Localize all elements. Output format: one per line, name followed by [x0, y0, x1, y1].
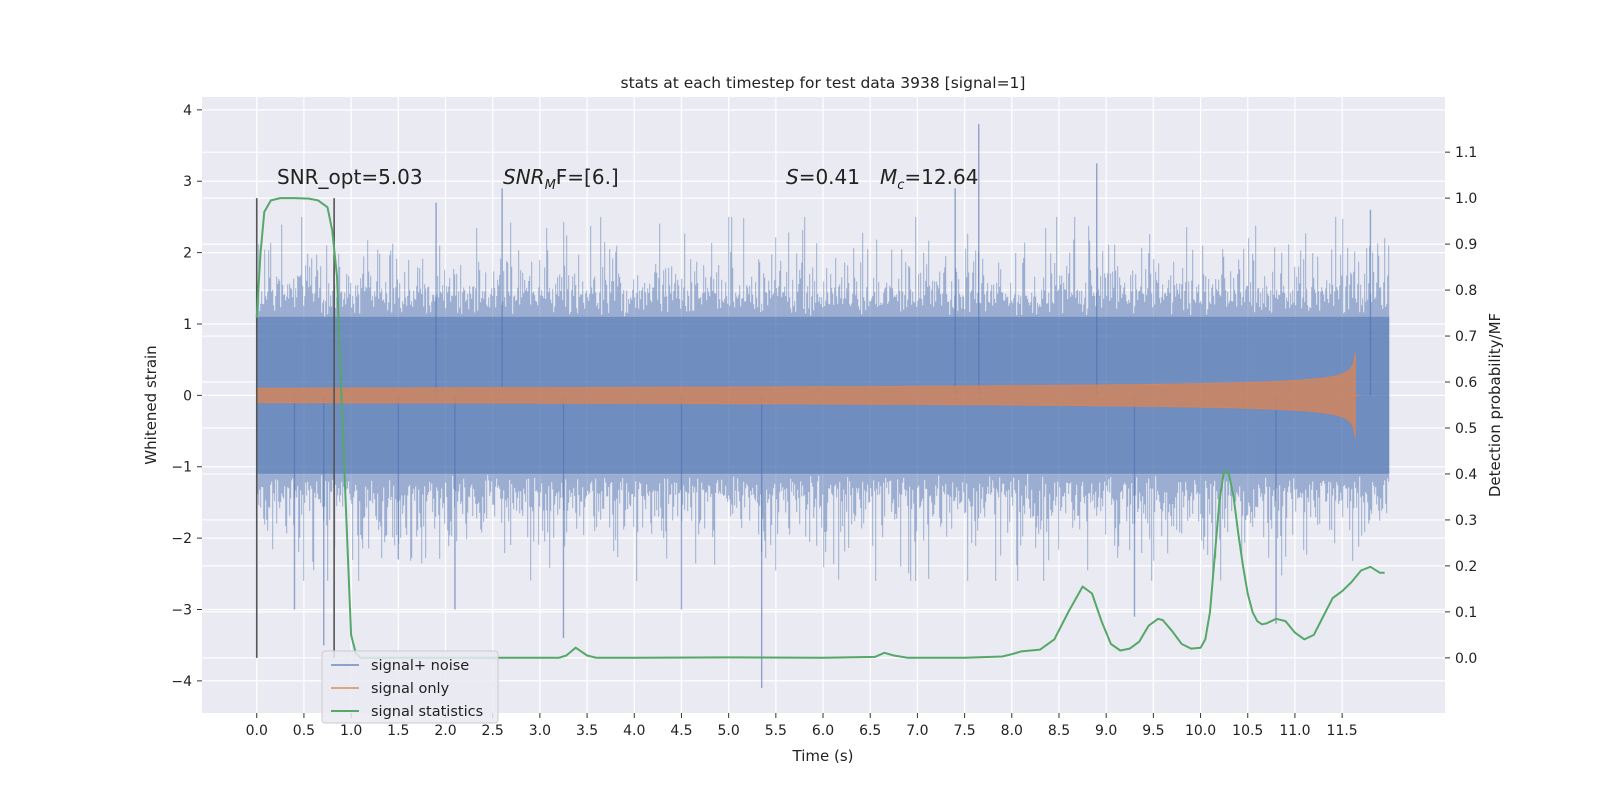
y2-tick-label: 0.9	[1455, 237, 1477, 253]
annotation-chirp-mass-base: M	[880, 165, 897, 189]
y-tick-label: 3	[183, 174, 192, 190]
x-tick-label: 5.5	[765, 723, 787, 739]
y-tick-label: 4	[183, 103, 192, 119]
x-tick-label: 10.0	[1185, 723, 1216, 739]
annotation-snr-mf-sub: M	[545, 178, 556, 193]
y2-tick-label: 0.1	[1455, 605, 1477, 621]
y-tick-label: 1	[183, 317, 192, 333]
y2-tick-label: 0.7	[1455, 329, 1477, 345]
signal-statistics-series	[255, 197, 1385, 659]
x-axis-label: Time (s)	[792, 747, 854, 765]
y-axis-label: Whitened strain	[142, 345, 160, 464]
legend-label: signal statistics	[371, 704, 483, 720]
y-tick-label: 2	[183, 246, 192, 262]
legend: signal+ noise signal only signal statistic…	[321, 650, 499, 724]
legend-label: signal+ noise	[371, 658, 469, 674]
x-tick-label: 9.0	[1095, 723, 1117, 739]
legend-label: signal only	[371, 681, 450, 697]
annotation-s-stat: S=0.41	[786, 165, 860, 189]
x-tick-label: 10.5	[1232, 723, 1263, 739]
annotation-chirp-mass-rest: =12.64	[904, 165, 978, 189]
x-tick-label: 9.5	[1142, 723, 1164, 739]
annotation-chirp-mass: Mc=12.64	[880, 165, 978, 193]
x-tick-label: 2.5	[482, 723, 504, 739]
x-tick-label: 7.5	[953, 723, 975, 739]
y-tick-label: −3	[171, 603, 192, 619]
x-tick-label: 7.0	[906, 723, 928, 739]
x-tick-label: 4.0	[623, 723, 645, 739]
x-tick-label: 0.0	[246, 723, 268, 739]
x-tick-label: 2.0	[434, 723, 456, 739]
plot-layer	[255, 124, 1390, 689]
x-tick-label: 1.0	[340, 723, 362, 739]
marker-lines	[255, 198, 335, 658]
chirp-envelope	[256, 353, 1356, 438]
x-tick-label: 4.5	[670, 723, 692, 739]
annotation-snr-mf: SNRMF=[6.]	[503, 165, 619, 193]
y-tick-label: −2	[171, 531, 192, 547]
x-tick-label: 8.5	[1048, 723, 1070, 739]
x-tick-label: 3.0	[529, 723, 551, 739]
x-tick-label: 8.0	[1001, 723, 1023, 739]
y2-tick-label: 0.0	[1455, 651, 1477, 667]
annotation-s-stat-rest: =0.41	[799, 165, 860, 189]
x-tick-label: 1.5	[387, 723, 409, 739]
y2-axis-label: Detection probability/MF	[1486, 313, 1504, 497]
x-tick-label: 6.0	[812, 723, 834, 739]
x-tick-label: 3.5	[576, 723, 598, 739]
x-tick-label: 5.0	[718, 723, 740, 739]
legend-box	[321, 650, 499, 724]
x-tick-label: 11.5	[1327, 723, 1358, 739]
x-tick-label: 11.0	[1279, 723, 1310, 739]
y2-tick-label: 0.4	[1455, 467, 1477, 483]
statistics-line	[255, 197, 1385, 659]
y2-tick-label: 1.1	[1455, 145, 1477, 161]
axis-ticks: 0.0 0.5 1.0 1.5 2.0 2.5 3.0 3.5 4.0 4.5 5.0 5.5 6.0 6…	[171, 103, 1477, 739]
annotation-snr-opt: SNR_opt=5.03	[277, 165, 423, 189]
signal-only-series	[256, 353, 1360, 438]
y2-tick-label: 0.6	[1455, 375, 1477, 391]
annotation-chirp-mass-sub: c	[897, 178, 904, 193]
y2-tick-label: 0.3	[1455, 513, 1477, 529]
annotation-snr-mf-base: SNR	[503, 165, 545, 189]
y2-tick-label: 0.2	[1455, 559, 1477, 575]
y-tick-label: −1	[171, 460, 192, 476]
annotation-s-stat-base: S	[786, 165, 799, 189]
chart-title: stats at each timestep for test data 393…	[621, 74, 1026, 92]
y2-tick-label: 0.5	[1455, 421, 1477, 437]
y2-tick-label: 1.0	[1455, 191, 1477, 207]
annotation-snr-mf-rest: F=[6.]	[556, 165, 619, 189]
y-tick-label: −4	[171, 674, 192, 690]
y-tick-label: 0	[183, 388, 192, 404]
x-tick-label: 0.5	[293, 723, 315, 739]
x-tick-label: 6.5	[859, 723, 881, 739]
y2-tick-label: 0.8	[1455, 283, 1477, 299]
